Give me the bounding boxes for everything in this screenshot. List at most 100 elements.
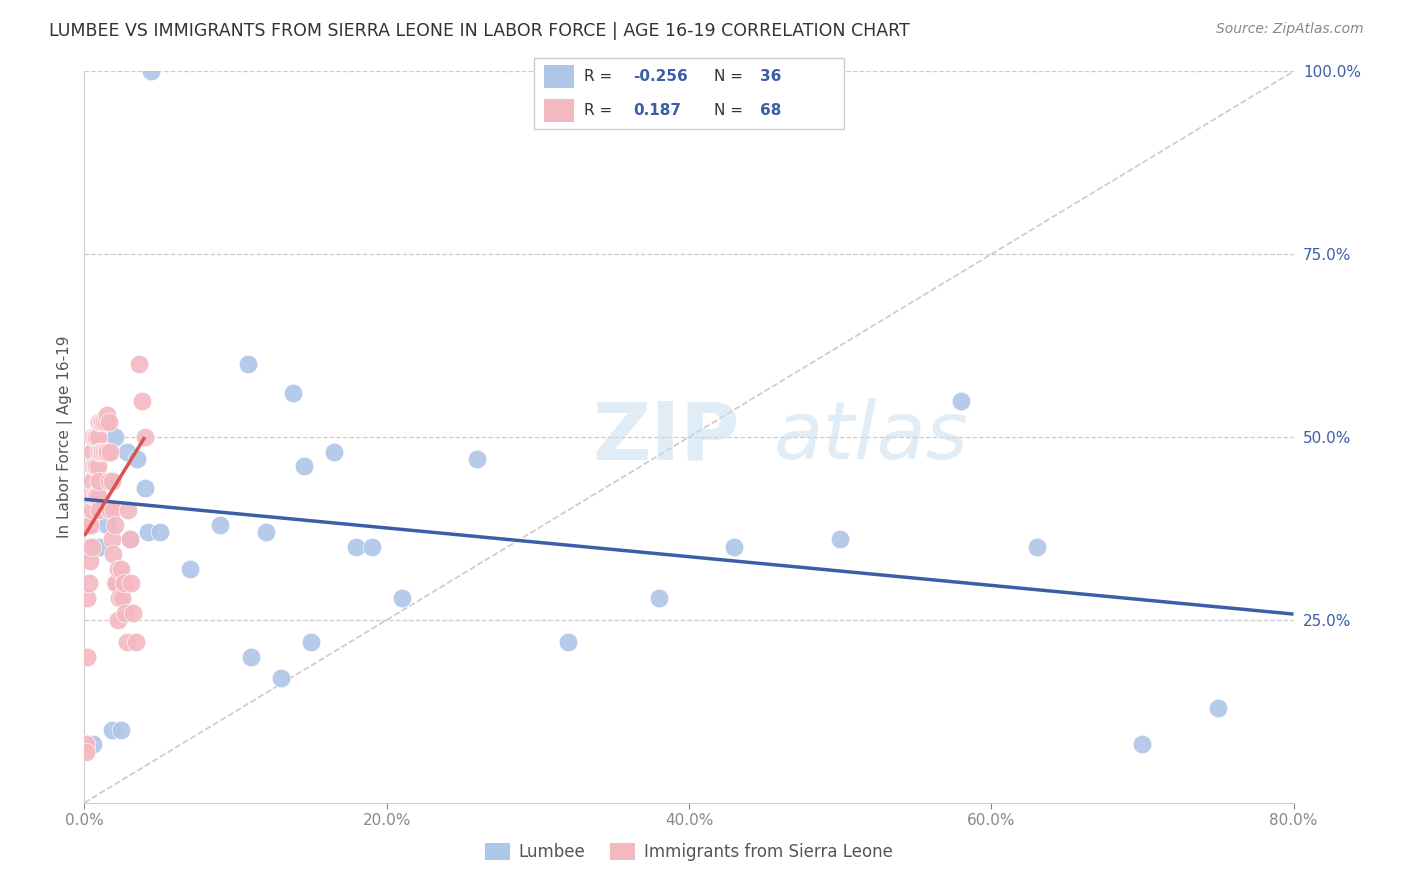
Point <box>97 474 120 488</box>
Point <box>1206 700 1229 714</box>
Text: N =: N = <box>714 103 748 119</box>
Point <box>89 474 111 488</box>
Point <box>82 737 104 751</box>
Point <box>79 517 101 532</box>
Point <box>104 430 127 444</box>
Text: N =: N = <box>714 69 748 84</box>
Point <box>90 416 112 430</box>
Point <box>114 606 136 620</box>
Point <box>139 64 162 78</box>
Point <box>111 591 134 605</box>
Point <box>281 386 304 401</box>
Text: 68: 68 <box>761 103 782 119</box>
Point <box>94 444 117 458</box>
Point <box>80 474 103 488</box>
Point <box>80 517 103 532</box>
Point <box>107 562 129 576</box>
Point <box>101 547 124 561</box>
Text: -0.256: -0.256 <box>633 69 688 84</box>
Point <box>648 591 671 605</box>
Point <box>87 489 110 503</box>
Point <box>86 489 108 503</box>
Point <box>77 517 100 532</box>
Point <box>101 503 124 517</box>
Point <box>91 444 114 458</box>
Point <box>118 533 141 547</box>
Point <box>94 416 117 430</box>
Point <box>121 606 143 620</box>
Point <box>98 503 121 517</box>
Point <box>77 540 100 554</box>
Point <box>299 635 322 649</box>
Point <box>84 489 107 503</box>
Point <box>89 444 111 458</box>
Point <box>82 489 104 503</box>
Point <box>100 533 122 547</box>
Point <box>89 503 111 517</box>
Point <box>270 672 292 686</box>
Text: R =: R = <box>583 103 617 119</box>
Point <box>79 489 101 503</box>
Point <box>91 416 114 430</box>
Point <box>128 357 150 371</box>
Point <box>360 540 382 554</box>
Point <box>75 745 97 759</box>
Point <box>97 416 120 430</box>
Point <box>93 416 115 430</box>
Point <box>79 554 101 568</box>
Text: LUMBEE VS IMMIGRANTS FROM SIERRA LEONE IN LABOR FORCE | AGE 16-19 CORRELATION CH: LUMBEE VS IMMIGRANTS FROM SIERRA LEONE I… <box>49 22 910 40</box>
Point <box>96 444 118 458</box>
Point <box>723 540 745 554</box>
Text: atlas: atlas <box>773 398 969 476</box>
Point <box>127 452 149 467</box>
Point <box>830 533 852 547</box>
Point <box>104 517 127 532</box>
Point <box>87 459 110 474</box>
Point <box>179 562 201 576</box>
Point <box>80 503 103 517</box>
Point <box>98 444 121 458</box>
Point <box>80 540 103 554</box>
Point <box>239 649 262 664</box>
Point <box>80 444 103 458</box>
Point <box>115 444 138 458</box>
Point <box>108 591 131 605</box>
Point <box>86 459 108 474</box>
Point <box>346 540 368 554</box>
Point <box>292 459 315 474</box>
FancyBboxPatch shape <box>544 65 575 88</box>
FancyBboxPatch shape <box>534 58 844 129</box>
Point <box>86 430 108 444</box>
Text: Source: ZipAtlas.com: Source: ZipAtlas.com <box>1216 22 1364 37</box>
Point <box>76 591 98 605</box>
Point <box>96 517 118 532</box>
Text: R =: R = <box>583 69 617 84</box>
Y-axis label: In Labor Force | Age 16-19: In Labor Force | Age 16-19 <box>58 335 73 539</box>
Point <box>136 525 159 540</box>
Point <box>76 649 98 664</box>
Point <box>149 525 172 540</box>
Point <box>75 737 97 751</box>
Point <box>557 635 579 649</box>
Point <box>391 591 413 605</box>
Point <box>93 444 115 458</box>
Point <box>467 452 489 467</box>
Point <box>110 562 132 576</box>
Point <box>1025 540 1047 554</box>
Point <box>125 635 148 649</box>
Point <box>82 459 104 474</box>
Point <box>1130 737 1153 751</box>
Point <box>90 444 112 458</box>
Point <box>120 576 142 591</box>
Text: 36: 36 <box>761 69 782 84</box>
Point <box>254 525 277 540</box>
Point <box>950 393 973 408</box>
Point <box>107 613 129 627</box>
Point <box>118 533 141 547</box>
Point <box>209 517 232 532</box>
Point <box>100 474 122 488</box>
Point <box>134 481 156 495</box>
Point <box>115 635 138 649</box>
Legend: Lumbee, Immigrants from Sierra Leone: Lumbee, Immigrants from Sierra Leone <box>478 836 900 868</box>
FancyBboxPatch shape <box>544 99 575 122</box>
